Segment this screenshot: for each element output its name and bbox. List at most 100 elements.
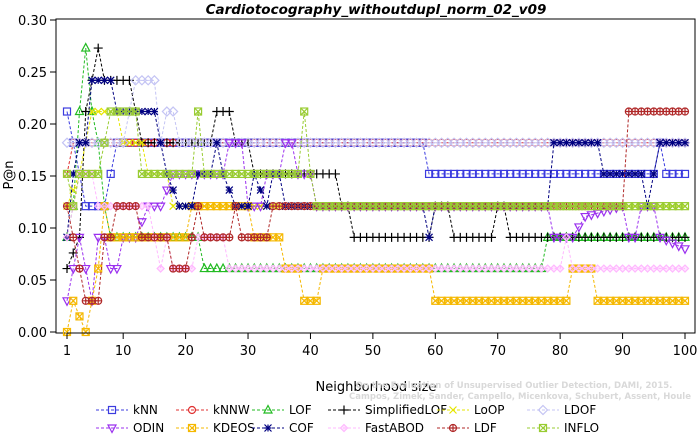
data-point-fastabod [93, 201, 103, 211]
data-point-ldf [106, 233, 115, 242]
data-point-fastabod [555, 264, 565, 273]
data-point-fastabod [636, 264, 646, 273]
data-point-fastabod [399, 264, 409, 273]
data-point-knn [449, 169, 459, 179]
legend-label: COF [289, 421, 314, 434]
data-point-knn [506, 169, 515, 179]
data-point-kdeos [312, 296, 321, 305]
data-point-inflo [187, 169, 196, 179]
data-point-knn [562, 169, 571, 179]
data-point-ldf [94, 296, 103, 305]
data-point-cof [212, 138, 221, 147]
data-point-knn [424, 169, 434, 179]
data-point-fastabod [543, 264, 553, 273]
plot-area [55, 18, 696, 337]
data-point-odin [586, 211, 597, 221]
data-point-odin [68, 264, 79, 275]
data-point-fastabod [668, 264, 677, 273]
legend-marker [264, 424, 272, 432]
legend-marker [187, 405, 197, 415]
legend-item-knn: kNN [96, 403, 158, 417]
data-point-lof [218, 262, 229, 273]
y-tick-label: 0.10 [18, 222, 47, 237]
data-point-knn [531, 169, 540, 179]
data-point-odin [249, 202, 260, 212]
data-point-fastabod [661, 264, 671, 273]
data-point-knn [680, 169, 690, 179]
x-tick-label: 80 [552, 344, 569, 359]
data-point-loop [131, 138, 140, 147]
data-point-simplifiedlof [224, 107, 234, 117]
data-point-odin [255, 202, 266, 212]
data-point-odin [74, 233, 85, 244]
data-point-fastabod [593, 264, 602, 273]
data-point-cof [656, 138, 664, 147]
data-point-cof [549, 138, 558, 147]
data-point-simplifiedlof [93, 43, 103, 53]
data-point-knn [674, 169, 683, 179]
data-point-odin [111, 264, 122, 275]
data-point-cof [593, 138, 602, 147]
data-point-fastabod [349, 264, 359, 273]
legend: kNN kNNW LOF SimplifiedLOF LoOP LDOF ODIN KDEOS… [96, 403, 599, 434]
data-point-odin [673, 242, 684, 252]
data-point-knn [81, 202, 90, 211]
data-point-cof [175, 202, 184, 211]
data-point-knn [487, 169, 496, 179]
series-inflo [62, 107, 690, 211]
data-point-fastabod [387, 264, 396, 273]
data-point-knn [62, 107, 72, 116]
x-tick-label: 100 [673, 344, 698, 359]
data-point-ldof [155, 137, 166, 149]
data-point-loop [125, 138, 134, 147]
y-axis-label: P@n [2, 160, 17, 189]
legend-label: LoOP [474, 403, 505, 417]
data-point-odin [149, 202, 160, 212]
legend-marker [107, 424, 117, 434]
data-point-fastabod [530, 264, 540, 273]
data-point-knn [474, 169, 484, 179]
x-tick-label: 30 [240, 344, 257, 359]
data-point-odin [155, 202, 166, 212]
legend-item-inflo: INFLO [527, 421, 599, 434]
legend-marker [187, 423, 197, 433]
legend-item-loop: LoOP [437, 403, 505, 417]
legend-label: LDF [474, 421, 497, 434]
legend-label: kNN [133, 403, 158, 417]
legend-marker [339, 405, 349, 415]
data-point-knn [468, 169, 477, 179]
data-point-odin [661, 236, 672, 246]
legend-label: kNNW [213, 403, 250, 417]
x-tick-label: 90 [614, 344, 631, 359]
y-tick-label: 0.20 [18, 118, 47, 133]
data-point-cof [568, 138, 577, 147]
data-point-odin [62, 297, 72, 307]
data-point-fastabod [680, 264, 690, 273]
data-point-fastabod [293, 264, 303, 273]
x-tick-label: 50 [365, 344, 382, 359]
data-point-cof [106, 76, 115, 85]
data-point-fastabod [324, 264, 334, 273]
data-point-knn [493, 169, 502, 179]
data-point-inflo [100, 138, 109, 147]
x-tick-label: 1 [63, 344, 71, 359]
data-point-knn [437, 169, 446, 179]
data-point-knn [499, 169, 509, 179]
data-point-fastabod [412, 264, 421, 273]
chart-title: Cardiotocography_withoutdupl_norm_02_v09 [206, 2, 547, 18]
data-point-fastabod [430, 264, 440, 273]
data-point-knn [549, 169, 559, 179]
legend-label: INFLO [564, 421, 599, 434]
data-point-kdeos [81, 327, 90, 337]
data-point-cof [225, 186, 234, 194]
y-tick-label: 0.05 [18, 274, 47, 289]
data-point-knn [556, 169, 565, 179]
data-point-cof [674, 138, 683, 147]
data-point-loop [88, 107, 96, 116]
data-point-simplifiedlof [81, 107, 91, 117]
data-point-fastabod [424, 264, 434, 273]
data-point-fastabod [287, 264, 297, 273]
data-point-fastabod [437, 264, 446, 273]
x-tick-label: 20 [177, 344, 194, 359]
data-point-simplifiedlof [486, 232, 496, 242]
